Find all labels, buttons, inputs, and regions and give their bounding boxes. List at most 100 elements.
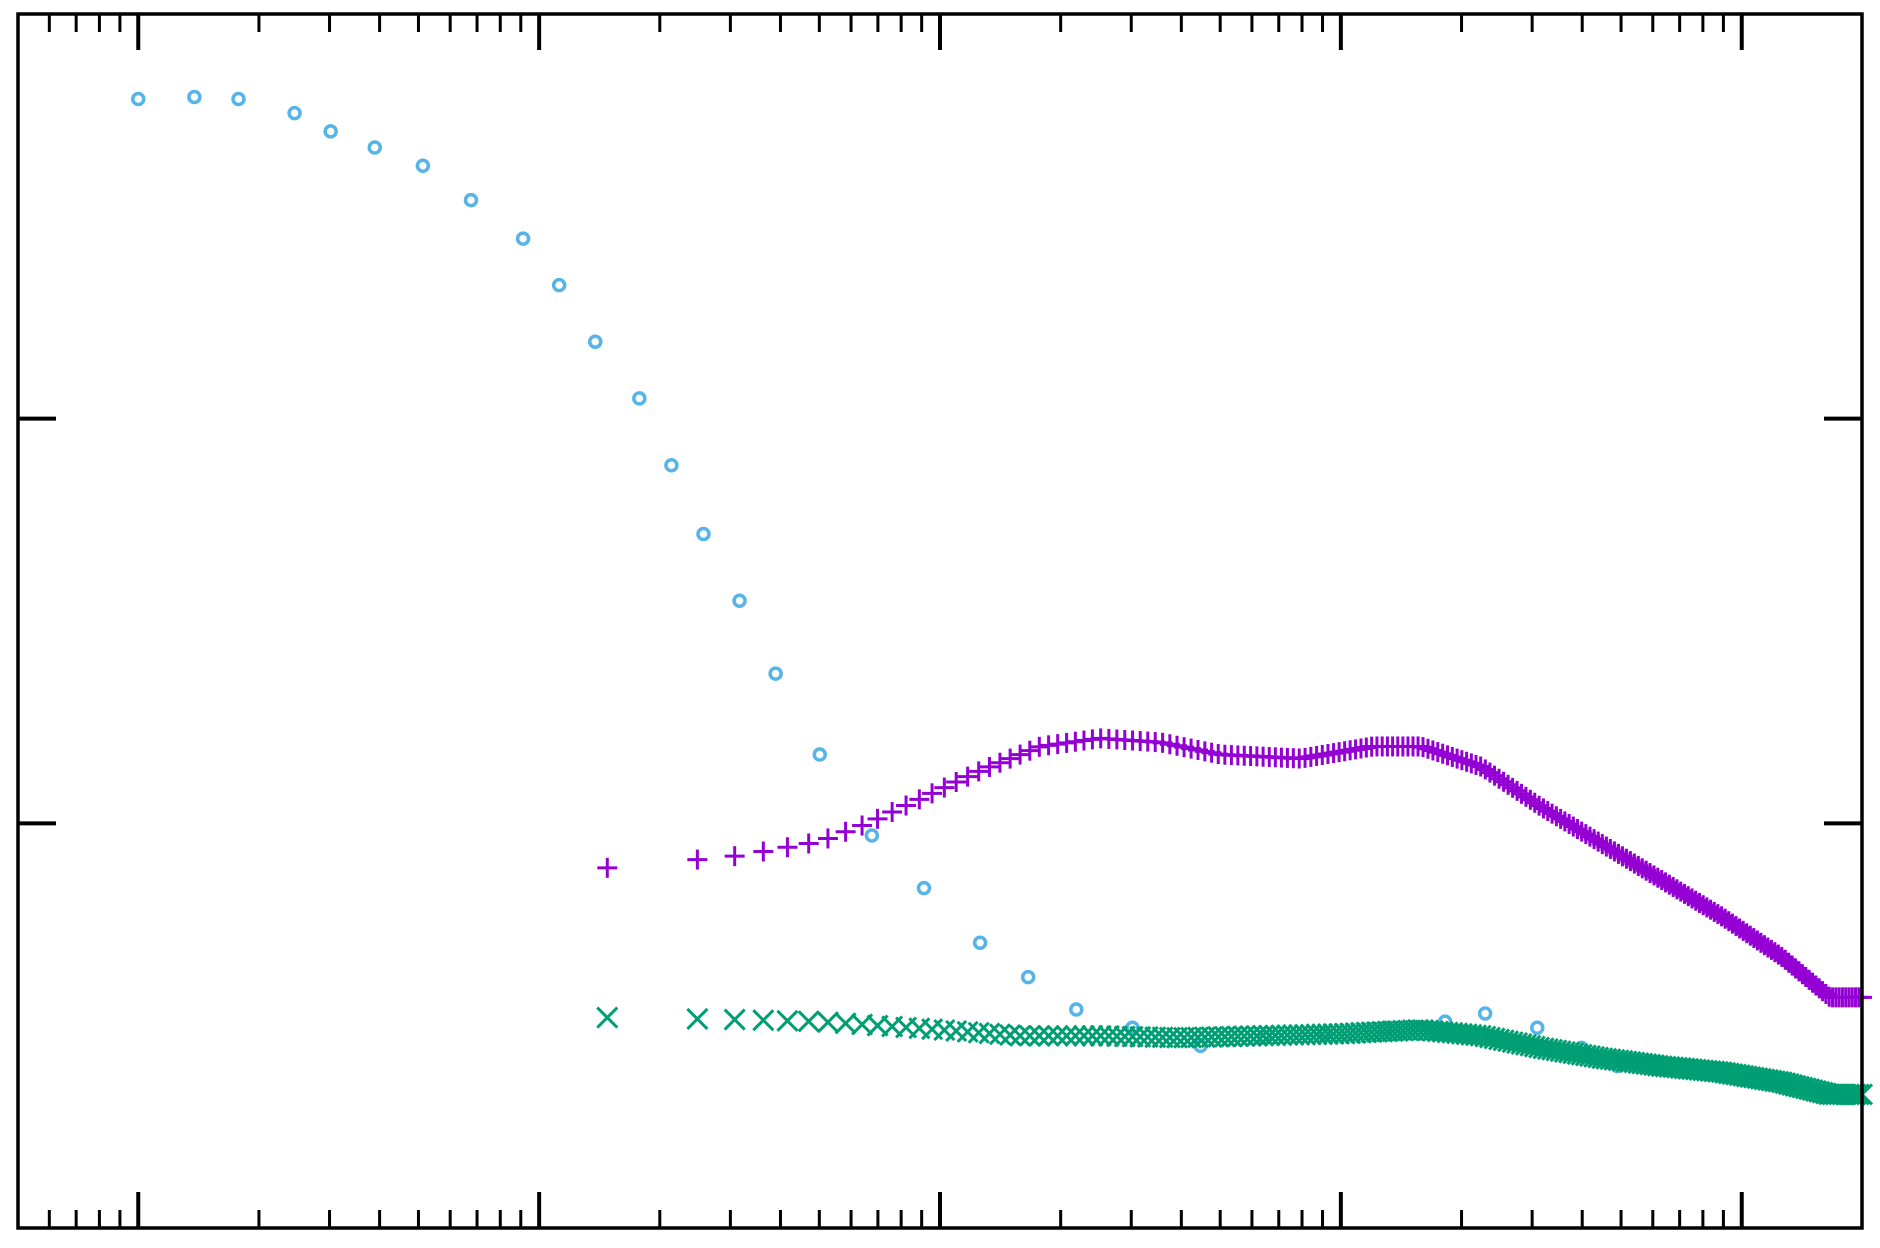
cross-point-b [1770, 1071, 1793, 1094]
cross-point-b [1492, 1029, 1515, 1052]
cross-point-b [933, 1018, 956, 1042]
circle-point [632, 391, 647, 406]
circle-point [696, 526, 711, 542]
plus-point [946, 771, 967, 792]
cross-point-b [967, 1021, 990, 1044]
cross-point-b [1804, 1079, 1827, 1102]
plus-point [1442, 746, 1463, 767]
cross-point-b [1501, 1031, 1524, 1054]
cross-point [1072, 1024, 1096, 1047]
cross-point-b [1784, 1074, 1807, 1097]
cross-point-b [1474, 1025, 1497, 1048]
cross-point-b [945, 1019, 968, 1042]
cross-point-b [956, 1020, 979, 1043]
plus-point [957, 766, 978, 787]
cross-point [1037, 1024, 1060, 1047]
plus-point [1422, 740, 1443, 761]
cross-point-b [1483, 1027, 1506, 1050]
series-plus [597, 728, 1872, 1008]
cross-point-b [1532, 1037, 1555, 1060]
cross-point-b [1046, 1024, 1069, 1047]
plus-point [1427, 742, 1448, 763]
cross-point-b [988, 1023, 1012, 1046]
circle-point [588, 334, 603, 350]
cross-point [1510, 1032, 1533, 1055]
cross-point [1469, 1024, 1492, 1047]
cross-point-b [1777, 1072, 1800, 1096]
cross-point-b [1519, 1034, 1542, 1057]
plus-point [882, 802, 903, 823]
circle-point [768, 666, 783, 681]
plus-point [817, 828, 838, 849]
cross-point [1046, 1024, 1069, 1047]
cross-point-b [1028, 1024, 1051, 1047]
plus-point [1413, 737, 1434, 758]
cross-point [1478, 1026, 1501, 1049]
cross-point-b [1847, 1083, 1870, 1106]
plus-point [934, 777, 955, 798]
circle-point [732, 593, 747, 609]
cross-point-b [1037, 1024, 1060, 1047]
plus-point [798, 833, 819, 854]
plus-point [922, 783, 943, 804]
cross-point [1055, 1024, 1078, 1047]
circle-point [515, 231, 531, 246]
plus-point [968, 761, 989, 782]
cross-point-b [1097, 1024, 1120, 1048]
cross-point [1519, 1034, 1542, 1057]
cross-point [1501, 1031, 1524, 1054]
cross-point [1064, 1024, 1087, 1047]
plus-point [1432, 743, 1453, 764]
cross-point [999, 1023, 1022, 1047]
cross-point [1081, 1024, 1104, 1047]
cross-point-b [1081, 1024, 1104, 1047]
circle-point [551, 277, 567, 293]
cross-point-b [1072, 1024, 1096, 1047]
circle-point [812, 747, 827, 762]
cross-point-b [1055, 1024, 1078, 1047]
cross-point-b [1478, 1026, 1501, 1049]
plus-point [1466, 754, 1487, 775]
plus-point [1010, 744, 1031, 765]
cross-point-b [1488, 1028, 1511, 1051]
cross-point-b [1774, 1072, 1797, 1095]
cross-point-b [816, 1011, 839, 1034]
cross-point-b [978, 1022, 1001, 1045]
plus-point [724, 846, 745, 867]
circle-point [367, 140, 383, 155]
plus-point [1584, 829, 1605, 850]
plus-point [1546, 806, 1567, 827]
plus-point [1451, 750, 1472, 771]
cross-point [776, 1009, 799, 1032]
cross-point-b [1767, 1070, 1790, 1093]
cross-point-b [1523, 1035, 1546, 1058]
circle-point [1530, 1020, 1545, 1035]
plus-point [867, 808, 888, 829]
cross-point-b [1371, 1020, 1394, 1043]
cross-point-b [1794, 1077, 1817, 1100]
plus-point [1554, 811, 1575, 832]
cross-point-b [1798, 1078, 1821, 1101]
cross-point-b [999, 1023, 1022, 1047]
plus-point [1417, 738, 1438, 759]
cross-point-b [723, 1008, 746, 1031]
cross-point [1841, 1083, 1864, 1106]
plus-point [979, 756, 1000, 777]
cross-point [797, 1010, 820, 1033]
circle-point [1477, 1006, 1493, 1021]
circle-point [231, 91, 246, 107]
cross-point [1488, 1028, 1511, 1051]
cross-point-b [686, 1007, 709, 1031]
plus-point [896, 795, 917, 816]
cross-point-b [1018, 1024, 1041, 1047]
plus-point [835, 821, 856, 842]
cross-point [1009, 1024, 1032, 1047]
cross-point-b [1506, 1031, 1529, 1055]
cross-point [1474, 1025, 1497, 1048]
plus-point [1456, 751, 1477, 772]
cross-point-b [1391, 1019, 1414, 1042]
cross-point [1847, 1083, 1870, 1106]
plot-frame [16, 12, 1864, 1230]
plus-point [852, 815, 873, 836]
